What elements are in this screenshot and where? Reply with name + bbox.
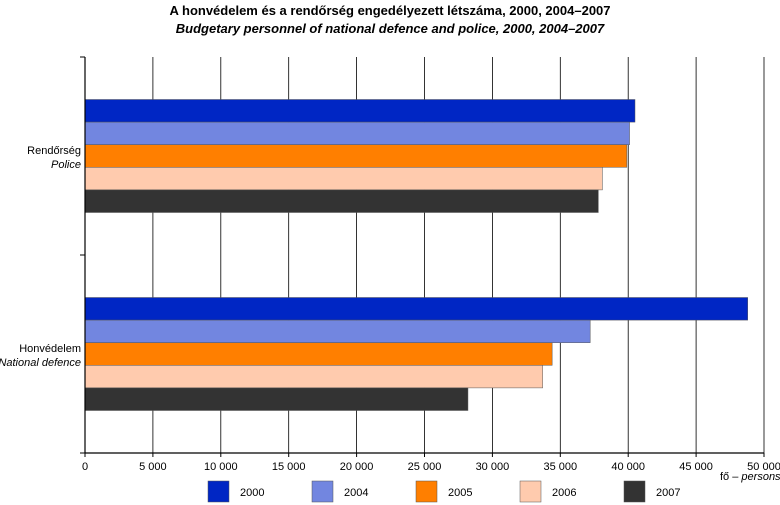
x-tick-labels: 0 5 000 10 000 15 000 20 000 25 000 30 000 35 0… [82,461,780,473]
bar-2004 [84,319,591,343]
bar-2007 [84,387,469,411]
x-tick-label: 20 000 [340,461,374,473]
x-tick-label: 40 000 [611,461,645,473]
bar-2007 [84,189,599,213]
category-labels: Rendőrség Police Honvédelem National defenc… [0,145,81,369]
category-label: Honvédelem [19,343,81,355]
legend-swatch-2004 [311,480,334,503]
category-label-en: Police [51,159,81,171]
bar-2006 [84,365,543,389]
bars [84,99,748,411]
category-label-en: National defence [0,357,81,369]
x-tick-label: 25 000 [408,461,442,473]
x-axis-unit: fő – persons [720,471,780,483]
bar-2004 [84,121,630,145]
bar-2006 [84,167,603,191]
legend-swatch-2000 [207,480,230,503]
x-tick-label: 15 000 [272,461,306,473]
x-tick-label: 10 000 [204,461,238,473]
x-axis-unit-hu: fő [720,471,729,483]
legend-label-2007: 2007 [656,487,680,499]
bar-2005 [84,342,553,366]
category-label: Rendőrség [27,145,81,157]
legend-swatch-2007 [623,480,646,503]
legend-swatch-2006 [519,480,542,503]
chart-title: A honvédelem és a rendőrség engedélyezet… [169,3,611,18]
x-tick-label: 30 000 [476,461,510,473]
x-tick-label: 35 000 [543,461,577,473]
legend-label-2004: 2004 [344,487,368,499]
legend: 2000 2004 2005 2006 2007 [207,480,680,503]
axes [80,56,765,457]
x-tick-label: 5 000 [139,461,167,473]
x-tick-label: 45 000 [679,461,713,473]
bar-2000 [84,99,636,123]
bar-2005 [84,144,628,168]
legend-swatch-2005 [415,480,438,503]
x-tick-label: 0 [82,461,88,473]
legend-label-2006: 2006 [552,487,576,499]
bar-2000 [84,297,748,321]
legend-label-2005: 2005 [448,487,472,499]
chart-subtitle: Budgetary personnel of national defence … [175,21,605,36]
legend-label-2000: 2000 [240,487,264,499]
x-axis-unit-en: persons [740,471,780,483]
x-tick-label: 50 000 [747,461,780,473]
